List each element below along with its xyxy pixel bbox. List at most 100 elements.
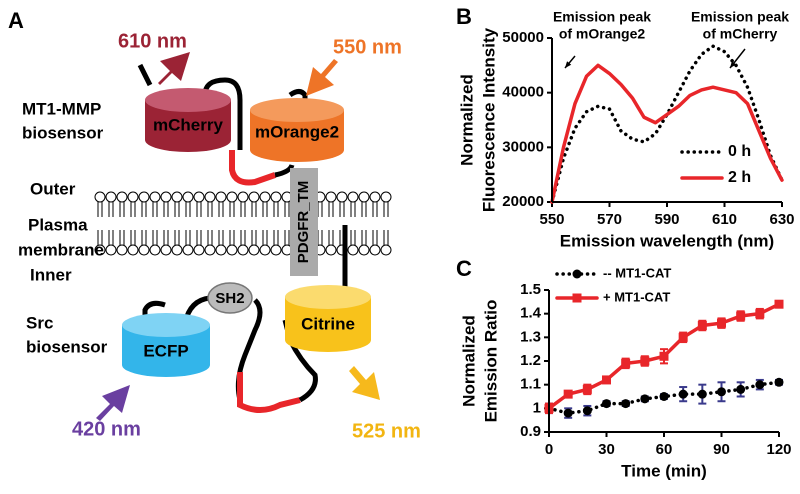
mcherry-top — [145, 88, 231, 112]
point-marker — [736, 384, 746, 394]
lipid-head — [380, 244, 392, 256]
lipid-head — [160, 191, 172, 203]
legend-label: -- MT1-CAT — [603, 265, 671, 280]
point-marker — [736, 311, 746, 321]
sensor-label: MT1-MMP — [22, 99, 101, 118]
protein-label: ECFP — [143, 341, 188, 360]
point-marker — [582, 384, 592, 394]
y-axis-label: Emission Ratio — [481, 300, 500, 423]
sensor-label: biosensor — [26, 337, 108, 356]
protein-label: mCherry — [153, 115, 223, 134]
lipid-head — [171, 244, 183, 256]
x-tick-label: 570 — [597, 211, 622, 228]
annotation-arrowhead — [565, 61, 572, 68]
excitation-arrow — [306, 59, 338, 96]
x-tick-label: 610 — [712, 211, 737, 228]
lipid-head — [226, 191, 238, 203]
lipid-head — [259, 191, 271, 203]
linker — [137, 63, 153, 87]
legend-marker — [572, 293, 582, 303]
linker — [229, 150, 276, 186]
y-tick-label: 50000 — [502, 29, 544, 46]
lipid-head — [204, 244, 216, 256]
point-marker — [621, 399, 631, 409]
lipid-head — [237, 191, 249, 203]
y-tick-label: 1.2 — [520, 352, 541, 369]
y-tick-label: 1 — [533, 399, 541, 416]
protein-label: Citrine — [301, 314, 355, 333]
point-marker — [602, 375, 611, 385]
point-marker — [659, 351, 669, 361]
point-marker — [697, 321, 707, 330]
wavelength-label: 610 nm — [118, 30, 187, 52]
mcherry-body — [145, 100, 231, 152]
x-tick-label: 30 — [598, 441, 615, 458]
y-tick-label: 20000 — [502, 193, 544, 210]
protein-label: mOrange2 — [255, 122, 339, 141]
lipid-head — [369, 191, 381, 203]
annotation-arrowhead — [730, 61, 737, 68]
y-tick-label: 30000 — [502, 138, 544, 155]
legend-marker — [572, 269, 582, 279]
morange2-body — [250, 110, 344, 162]
ecfp-top — [122, 313, 210, 337]
lipid-head — [105, 244, 117, 256]
annotation: Emission peak — [553, 9, 651, 25]
membrane-label: membrane — [18, 240, 104, 259]
linker — [237, 372, 301, 413]
x-tick-label: 90 — [713, 441, 730, 458]
y-tick-label: 1.5 — [520, 281, 541, 298]
lipid-head — [226, 244, 238, 256]
x-tick-label: 120 — [766, 441, 791, 458]
x-tick-label: 550 — [539, 211, 564, 228]
lipid-head — [270, 191, 282, 203]
lipid-head — [138, 191, 150, 203]
anchor-label: PDGFR_TM — [295, 181, 312, 264]
lipid-head — [160, 244, 172, 256]
pdgfr-tm — [290, 168, 318, 276]
point-marker — [563, 408, 573, 418]
point-marker — [602, 399, 611, 409]
point-marker — [678, 332, 688, 342]
point-marker — [659, 392, 669, 401]
annotation: of mCherry — [703, 26, 778, 42]
y-tick-label: 1.3 — [520, 328, 541, 345]
sensor-label: Src — [26, 313, 53, 332]
lipid-head — [116, 244, 128, 256]
lipid-head — [127, 244, 139, 256]
point-marker — [774, 299, 784, 309]
ecfp-body — [122, 325, 210, 377]
lipid-head — [149, 191, 161, 203]
linker — [274, 164, 295, 178]
y-axis-label: Normalized — [459, 315, 478, 407]
domain-label: SH2 — [215, 290, 244, 307]
y-axis-label: Fluorescence Intensity — [479, 27, 498, 212]
x-axis-label: Time (min) — [621, 461, 707, 480]
membrane-label: Inner — [30, 265, 72, 284]
x-axis-label: Emission wavelength (nm) — [560, 231, 774, 250]
lipid-head — [358, 244, 370, 256]
point-marker — [621, 358, 631, 368]
membrane-label: Outer — [30, 179, 76, 198]
sensor-label: biosensor — [22, 123, 104, 142]
lipid-head — [215, 191, 227, 203]
morange2-top — [250, 98, 344, 122]
citrine-top — [285, 285, 371, 309]
legend-label: + MT1-CAT — [603, 289, 670, 304]
panel-label: C — [456, 256, 472, 281]
lipid-head — [215, 244, 227, 256]
wavelength-label: 420 nm — [72, 418, 141, 440]
membrane-label: Plasma — [28, 215, 88, 234]
point-marker — [582, 406, 592, 416]
annotation: of mOrange2 — [559, 26, 646, 42]
y-tick-label: 40000 — [502, 84, 544, 101]
series-line — [550, 63, 784, 204]
point-marker — [755, 309, 765, 319]
panel-label: A — [8, 8, 24, 33]
lipid-head — [149, 244, 161, 256]
linker — [202, 77, 243, 150]
annotation: Emission peak — [691, 9, 789, 25]
lipid-head — [116, 191, 128, 203]
lipid-head — [182, 191, 194, 203]
emission-arrow — [349, 366, 380, 400]
